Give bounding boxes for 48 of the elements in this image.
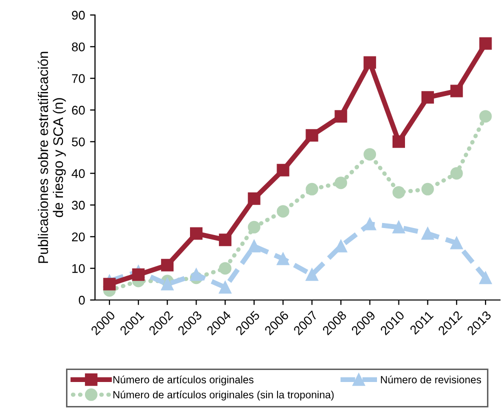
y-tick-label: 80 (72, 42, 85, 52)
point (190, 268, 202, 281)
point (306, 129, 318, 142)
point (334, 110, 348, 123)
point (334, 176, 348, 190)
point (364, 148, 376, 161)
point (218, 234, 232, 246)
point (190, 227, 202, 240)
point (248, 240, 260, 252)
point (306, 268, 318, 281)
y-axis-title: Publicaciones sobre estratificación de riesgo y SCA (n) (38, 52, 66, 263)
point (392, 186, 405, 199)
point (103, 278, 116, 290)
point (421, 91, 434, 104)
y-tick-label: 90 (72, 10, 85, 20)
y-tick-label: 50 (72, 137, 85, 146)
point (421, 182, 434, 196)
y-tick-label: 10 (72, 264, 85, 273)
y-tick-label: 60 (72, 106, 85, 115)
point (276, 205, 290, 218)
point (276, 252, 290, 266)
legend-label: Número de revisiones (380, 376, 482, 384)
point (132, 268, 145, 281)
point (450, 167, 463, 180)
point (218, 281, 232, 294)
point (248, 192, 260, 205)
point (421, 227, 434, 240)
point (479, 37, 492, 50)
y-tick-label: 0 (78, 296, 85, 305)
y-tick-label: 40 (72, 169, 85, 178)
y-tick-label: 70 (72, 74, 85, 83)
point (392, 220, 405, 234)
point (218, 262, 232, 275)
point (450, 84, 463, 98)
y-tick-label: 20 (72, 232, 85, 242)
y-tick-label: 30 (72, 200, 85, 210)
legend-label: Número de artículos originales (sin la troponina) (113, 390, 334, 400)
point (479, 110, 492, 123)
point (161, 278, 174, 290)
point (161, 258, 174, 272)
point (306, 182, 318, 196)
point (392, 135, 405, 148)
point (479, 272, 492, 284)
point (248, 220, 260, 234)
point (364, 56, 376, 69)
point (276, 164, 290, 176)
point (450, 236, 463, 250)
legend-label: Número de artículos originales (113, 376, 254, 386)
